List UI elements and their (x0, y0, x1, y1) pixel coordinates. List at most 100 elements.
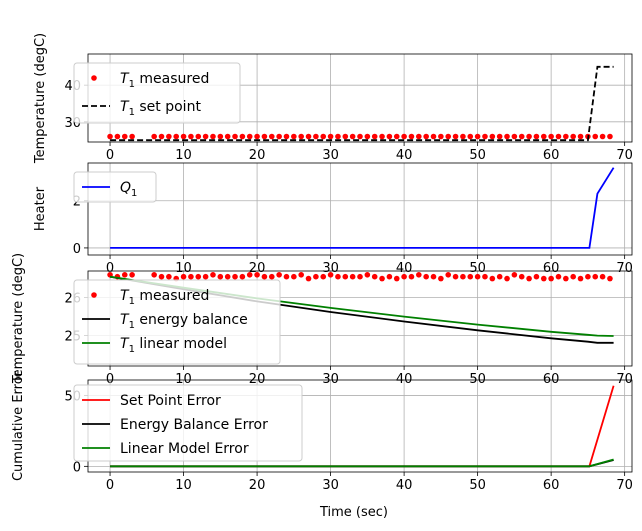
legend: Set Point Error Energy Balance Error Linea… (73, 384, 303, 462)
x-tick-label: 0 (106, 372, 114, 387)
y-axis-label: Heater (33, 186, 48, 231)
x-tick-label: 20 (249, 478, 266, 493)
x-tick-label: 0 (106, 478, 114, 493)
data-point (474, 133, 481, 140)
data-point (504, 275, 510, 282)
data-point (386, 273, 393, 280)
data-point (430, 133, 437, 140)
data-point (401, 133, 407, 140)
y-axis-label: Cumulative Error (11, 370, 26, 481)
x-tick-label: 50 (469, 478, 486, 493)
x-tick-label: 70 (616, 372, 633, 387)
data-point (357, 133, 363, 140)
data-point (232, 273, 238, 280)
data-point (195, 133, 202, 140)
legend-label: T1 measured (120, 71, 209, 90)
data-point (202, 133, 209, 140)
data-point (555, 133, 562, 140)
data-point (511, 133, 518, 140)
series-points (107, 272, 613, 282)
data-point (371, 273, 378, 280)
data-point (460, 133, 466, 140)
data-point (540, 133, 547, 140)
x-tick-label: 40 (396, 478, 413, 493)
data-point (283, 133, 290, 140)
x-tick-label: 20 (249, 372, 266, 387)
data-point (151, 272, 157, 278)
data-point (276, 272, 282, 278)
x-tick-label: 10 (175, 261, 192, 276)
data-point (599, 133, 606, 140)
data-point (555, 273, 562, 280)
data-point (401, 273, 407, 280)
data-point (335, 133, 341, 140)
x-tick-label: 70 (616, 478, 633, 493)
x-tick-label: 30 (322, 478, 339, 493)
data-point (364, 133, 371, 140)
data-point (188, 133, 194, 140)
legend-marker (91, 292, 97, 298)
data-point (585, 273, 591, 280)
data-point (166, 133, 172, 140)
data-point (511, 272, 518, 278)
data-point (379, 133, 385, 140)
data-point (452, 133, 459, 140)
data-point (276, 133, 282, 140)
legend-box (73, 62, 241, 124)
x-tick-label: 10 (175, 478, 192, 493)
legend-label: Energy Balance Error (120, 417, 268, 433)
data-point (261, 133, 268, 140)
legend: Q1 (73, 171, 157, 203)
data-point (268, 133, 275, 140)
data-point (467, 133, 474, 140)
x-tick-label: 0 (106, 261, 114, 276)
data-point (489, 275, 496, 282)
data-point (188, 273, 194, 280)
x-tick-label: 60 (543, 261, 560, 276)
series-points (107, 133, 613, 140)
legend-label: Q1 (120, 180, 137, 199)
data-point (563, 133, 569, 140)
x-tick-label: 50 (469, 148, 486, 163)
x-tick-label: 30 (322, 261, 339, 276)
data-point (327, 133, 334, 140)
data-point (320, 273, 327, 280)
legend: T1 measured T1 energy balance T1 linear mo… (73, 279, 281, 365)
data-point (570, 273, 576, 280)
data-point (416, 272, 422, 278)
data-point (166, 273, 172, 280)
data-point (504, 133, 510, 140)
data-point (496, 273, 503, 280)
data-point (533, 133, 540, 140)
data-point (202, 273, 209, 280)
data-point (563, 275, 569, 282)
x-tick-label: 30 (322, 148, 339, 163)
data-point (423, 273, 429, 280)
data-point (305, 275, 312, 282)
x-tick-label: 20 (249, 148, 266, 163)
data-point (548, 133, 554, 140)
x-tick-label: 70 (616, 261, 633, 276)
series-line (110, 167, 615, 249)
x-tick-label: 50 (469, 372, 486, 387)
panel-2: 01020304050607002HeaterQ1 (33, 162, 633, 276)
legend-box (73, 171, 157, 203)
data-point (224, 133, 231, 140)
data-point (540, 275, 547, 282)
data-point (526, 133, 532, 140)
data-point (291, 133, 297, 140)
data-point (452, 273, 459, 280)
data-point (518, 273, 525, 280)
data-point (526, 275, 532, 282)
data-point (158, 273, 165, 280)
data-point (210, 133, 216, 140)
data-point (460, 273, 466, 280)
x-tick-label: 60 (543, 478, 560, 493)
x-tick-label: 20 (249, 261, 266, 276)
legend-label: T1 energy balance (120, 312, 248, 331)
data-point (180, 133, 187, 140)
data-point (592, 133, 599, 140)
series-line (110, 458, 614, 468)
